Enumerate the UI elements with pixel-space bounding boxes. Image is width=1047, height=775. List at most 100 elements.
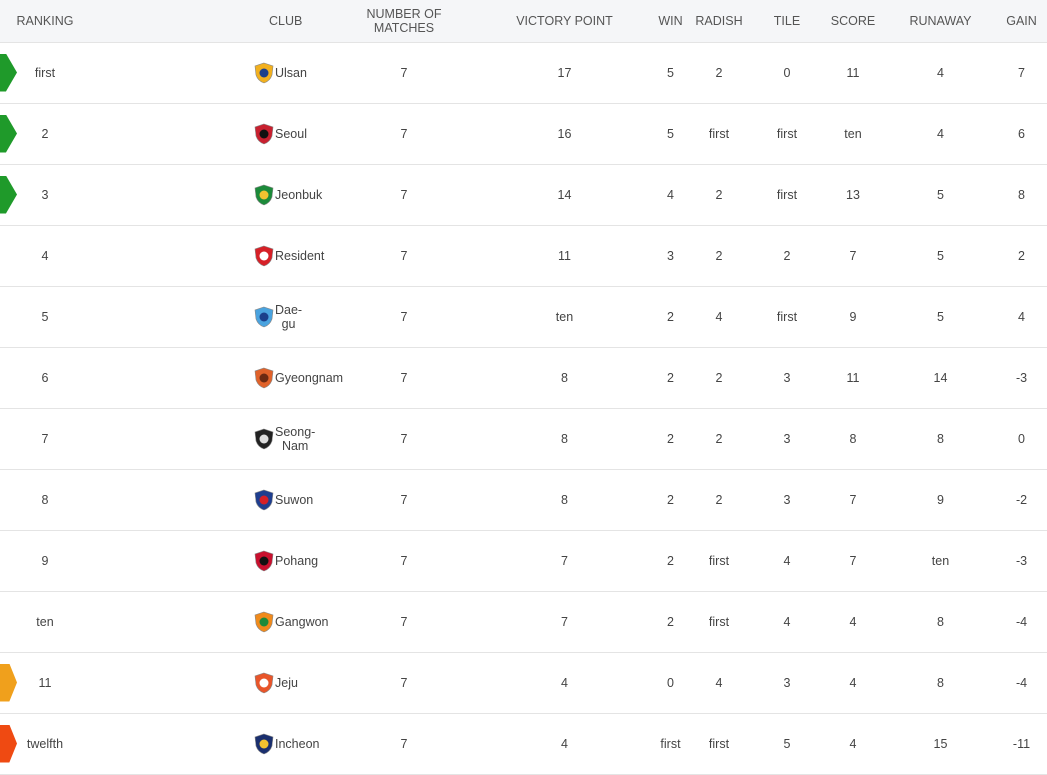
rank-value: 6 bbox=[41, 370, 49, 385]
runaway-cell: 14 bbox=[885, 347, 996, 409]
victory-point-cell: 16 bbox=[473, 103, 656, 165]
rank-cell: 8 bbox=[0, 469, 90, 531]
victory-point-cell: 8 bbox=[473, 347, 656, 409]
score-cell: 13 bbox=[821, 164, 885, 226]
victory-point-cell: 8 bbox=[473, 408, 656, 470]
suwon-crest-icon bbox=[254, 489, 274, 510]
score-cell: 7 bbox=[821, 225, 885, 287]
loss-cell: 2 bbox=[753, 225, 821, 287]
header-ranking[interactable]: RANKING bbox=[0, 0, 90, 43]
table-row[interactable]: ten Gangwon 7 7 2 first 4 4 8 -4 bbox=[0, 591, 1047, 653]
club-name[interactable]: Suwon bbox=[275, 492, 314, 507]
matches-cell: 7 bbox=[335, 164, 473, 226]
win-cell: 2 bbox=[656, 591, 685, 653]
runaway-cell: ten bbox=[885, 530, 996, 592]
club-cell[interactable]: Resident bbox=[90, 225, 335, 287]
table-row[interactable]: 6 Gyeongnam 7 8 2 2 3 11 14 -3 bbox=[0, 347, 1047, 409]
header-runaway[interactable]: RUNAWAY bbox=[885, 0, 996, 43]
promo-zone-marker bbox=[0, 114, 17, 153]
table-row[interactable]: 9 Pohang 7 7 2 first 4 7 ten -3 bbox=[0, 530, 1047, 592]
club-name[interactable]: Gangwon bbox=[275, 614, 329, 629]
table-row[interactable]: first Ulsan 7 17 5 2 0 11 4 7 bbox=[0, 42, 1047, 104]
draw-cell: 2 bbox=[685, 42, 753, 104]
club-cell[interactable]: Pohang bbox=[90, 530, 335, 592]
runaway-cell: 5 bbox=[885, 286, 996, 348]
rank-cell: 2 bbox=[0, 103, 90, 165]
club-cell[interactable]: Seoul bbox=[90, 103, 335, 165]
rank-value: 5 bbox=[41, 309, 49, 324]
club-name[interactable]: Jeonbuk bbox=[275, 187, 323, 202]
victory-point-cell: 4 bbox=[473, 713, 656, 775]
promo-zone-marker bbox=[0, 175, 17, 214]
score-cell: 7 bbox=[821, 530, 885, 592]
draw-cell: first bbox=[685, 591, 753, 653]
rank-value: twelfth bbox=[26, 736, 64, 751]
resident-crest-icon bbox=[254, 245, 274, 266]
gain-cell: -3 bbox=[996, 347, 1047, 409]
gyeongnam-crest-icon bbox=[254, 367, 274, 388]
rank-value: ten bbox=[36, 614, 54, 629]
club-cell[interactable]: Incheon bbox=[90, 713, 335, 775]
draw-cell: 2 bbox=[685, 347, 753, 409]
releg-zone-marker bbox=[0, 724, 17, 763]
header-score[interactable]: SCORE bbox=[821, 0, 885, 43]
table-row[interactable]: twelfth Incheon 7 4 first first 5 4 15 -11 bbox=[0, 713, 1047, 775]
rank-value: 9 bbox=[41, 553, 49, 568]
draw-cell: 2 bbox=[685, 408, 753, 470]
header-loss[interactable]: TILE bbox=[753, 0, 821, 43]
table-row[interactable]: 5 Dae-gu 7 ten 2 4 first 9 5 4 bbox=[0, 286, 1047, 348]
table-row[interactable]: 3 Jeonbuk 7 14 4 2 first 13 5 8 bbox=[0, 164, 1047, 226]
header-matches[interactable]: NUMBER OF MATCHES bbox=[335, 0, 473, 43]
club-name[interactable]: Resident bbox=[275, 248, 325, 263]
runaway-cell: 5 bbox=[885, 164, 996, 226]
club-name[interactable]: Dae-gu bbox=[275, 302, 303, 331]
club-cell[interactable]: Gangwon bbox=[90, 591, 335, 653]
header-win[interactable]: WIN bbox=[656, 0, 685, 43]
club-name[interactable]: Seoul bbox=[275, 126, 307, 141]
club-cell[interactable]: Jeonbuk bbox=[90, 164, 335, 226]
table-row[interactable]: 11 Jeju 7 4 0 4 3 4 8 -4 bbox=[0, 652, 1047, 714]
rank-cell: 9 bbox=[0, 530, 90, 592]
club-name[interactable]: Pohang bbox=[275, 553, 319, 568]
club-cell[interactable]: Seong-Nam bbox=[90, 408, 335, 470]
draw-cell: first bbox=[685, 713, 753, 775]
rank-value: 11 bbox=[38, 675, 52, 690]
club-name[interactable]: Incheon bbox=[275, 736, 320, 751]
victory-point-cell: ten bbox=[473, 286, 656, 348]
header-victory-point[interactable]: VICTORY POINT bbox=[473, 0, 656, 43]
gain-cell: -11 bbox=[996, 713, 1047, 775]
club-name[interactable]: Seong-Nam bbox=[275, 424, 316, 453]
club-cell[interactable]: Suwon bbox=[90, 469, 335, 531]
header-gain[interactable]: GAIN bbox=[996, 0, 1047, 43]
club-name[interactable]: Gyeongnam bbox=[275, 370, 344, 385]
daegu-crest-icon bbox=[254, 306, 274, 327]
club-cell[interactable]: Ulsan bbox=[90, 42, 335, 104]
club-cell[interactable]: Dae-gu bbox=[90, 286, 335, 348]
victory-point-cell: 7 bbox=[473, 530, 656, 592]
club-cell[interactable]: Gyeongnam bbox=[90, 347, 343, 409]
runaway-cell: 5 bbox=[885, 225, 996, 287]
jeonbuk-crest-icon bbox=[254, 184, 274, 205]
table-row[interactable]: 8 Suwon 7 8 2 2 3 7 9 -2 bbox=[0, 469, 1047, 531]
win-cell: 3 bbox=[656, 225, 685, 287]
table-row[interactable]: 4 Resident 7 11 3 2 2 7 5 2 bbox=[0, 225, 1047, 287]
club-name[interactable]: Jeju bbox=[275, 675, 298, 690]
rank-cell: 5 bbox=[0, 286, 90, 348]
club-cell[interactable]: Jeju bbox=[90, 652, 335, 714]
loss-cell: first bbox=[753, 164, 821, 226]
table-row[interactable]: 2 Seoul 7 16 5 first first ten 4 6 bbox=[0, 103, 1047, 165]
gain-cell: 2 bbox=[996, 225, 1047, 287]
win-cell: 5 bbox=[656, 42, 685, 104]
header-draw[interactable]: RADISH bbox=[685, 0, 753, 43]
table-row[interactable]: 7 Seong-Nam 7 8 2 2 3 8 8 0 bbox=[0, 408, 1047, 470]
draw-cell: 2 bbox=[685, 164, 753, 226]
rank-cell: 6 bbox=[0, 347, 90, 409]
club-name[interactable]: Ulsan bbox=[275, 65, 307, 80]
runaway-cell: 8 bbox=[885, 652, 996, 714]
matches-cell: 7 bbox=[335, 42, 473, 104]
score-cell: 4 bbox=[821, 591, 885, 653]
header-club[interactable]: CLUB bbox=[90, 0, 335, 43]
loss-cell: first bbox=[753, 286, 821, 348]
gain-cell: -4 bbox=[996, 591, 1047, 653]
